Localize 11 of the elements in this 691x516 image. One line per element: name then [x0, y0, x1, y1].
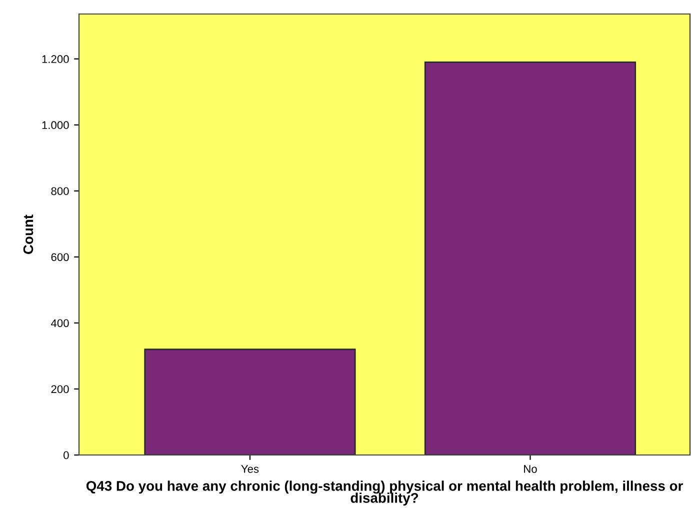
y-tick-label: 400 — [50, 319, 69, 328]
y-tick-label: 1.000 — [42, 121, 69, 130]
y-tick-label: 0 — [64, 451, 69, 460]
y-tick-label: 800 — [51, 187, 69, 196]
x-axis-title: Q43 Do you have any chronic (long-standing) physical or mental health problem, illness or disability? — [86, 480, 683, 506]
y-tick-label: 1.200 — [42, 55, 69, 64]
y-tick-label: 200 — [51, 385, 69, 394]
y-tick-label: 600 — [51, 253, 69, 262]
x-tick-label: Yes — [241, 465, 259, 473]
x-tick-label: No — [524, 465, 537, 473]
y-axis-title: Count — [23, 214, 34, 254]
